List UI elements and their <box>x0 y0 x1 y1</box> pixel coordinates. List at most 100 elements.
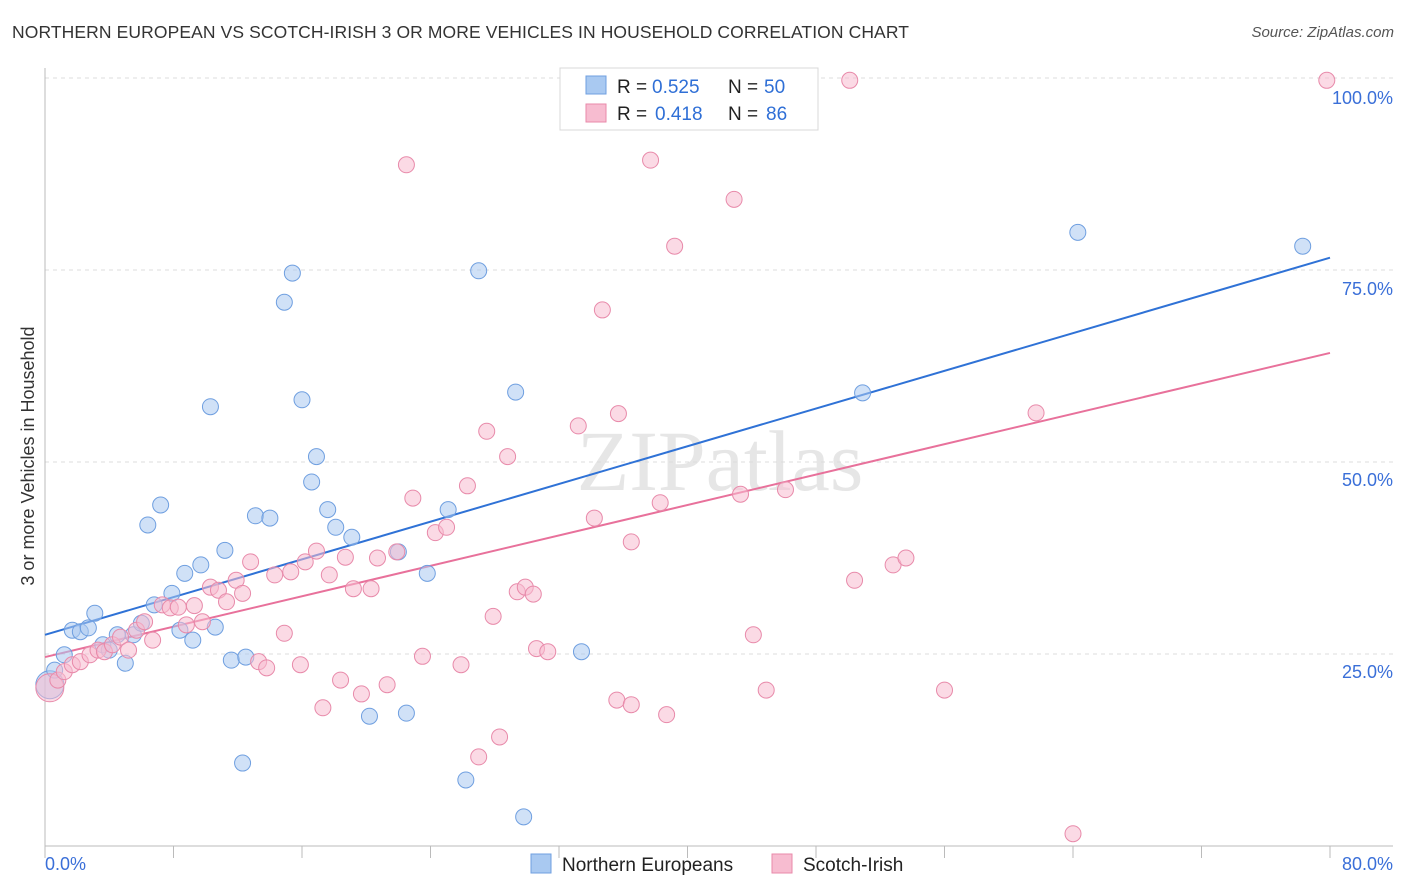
y-tick-label-50: 50.0% <box>1342 470 1393 490</box>
point-scotch-irish <box>608 691 626 709</box>
point-northern-european <box>470 262 488 280</box>
legend-n-label: N = <box>728 104 758 125</box>
point-scotch-irish <box>291 656 309 674</box>
point-scotch-irish <box>404 489 422 507</box>
legend-swatch-scotch-irish <box>771 853 793 874</box>
point-scotch-irish <box>368 549 386 567</box>
point-scotch-irish <box>776 481 794 499</box>
point-scotch-irish <box>397 156 415 174</box>
point-scotch-irish <box>1064 825 1082 843</box>
point-northern-european <box>222 651 240 669</box>
point-scotch-irish <box>266 566 284 584</box>
point-northern-european <box>343 528 361 546</box>
point-northern-european <box>303 473 321 491</box>
point-northern-european <box>283 264 301 282</box>
point-scotch-irish <box>275 624 293 642</box>
point-scotch-irish <box>470 748 488 766</box>
bottom-legend: Northern Europeans Scotch-Irish <box>530 853 903 876</box>
y-tick-label-25: 25.0% <box>1342 662 1393 682</box>
point-scotch-irish <box>388 543 406 561</box>
point-northern-european <box>139 516 157 534</box>
legend-n-label: N = <box>728 77 758 98</box>
point-scotch-irish <box>332 671 350 689</box>
point-northern-european <box>293 391 311 409</box>
point-scotch-irish <box>732 485 750 503</box>
x-tick-label-0: 0.0% <box>45 854 86 874</box>
point-scotch-irish <box>1027 404 1045 422</box>
point-scotch-irish <box>296 553 314 571</box>
point-northern-european <box>319 501 337 519</box>
legend-label-northern-europeans: Northern Europeans <box>562 855 733 876</box>
point-scotch-irish <box>841 71 859 89</box>
point-scotch-irish <box>336 548 354 566</box>
point-scotch-irish <box>320 566 338 584</box>
point-scotch-irish <box>120 641 138 659</box>
legend-r-value-pink: 0.418 <box>655 104 703 125</box>
x-tick-label-80: 80.0% <box>1342 854 1393 874</box>
legend-label-scotch-irish: Scotch-Irish <box>803 855 903 876</box>
point-northern-european <box>439 501 457 519</box>
point-scotch-irish <box>622 533 640 551</box>
trendline-northern-european <box>44 256 1331 636</box>
top-legend: R = 0.525 N = 50 R = 0.418 N = 86 <box>559 67 819 131</box>
chart-title: NORTHERN EUROPEAN VS SCOTCH-IRISH 3 OR M… <box>12 22 910 42</box>
point-scotch-irish <box>593 301 611 319</box>
point-scotch-irish <box>897 549 915 567</box>
point-scotch-irish <box>438 518 456 536</box>
point-scotch-irish <box>622 696 640 714</box>
point-northern-european <box>507 383 525 401</box>
point-scotch-irish <box>846 571 864 589</box>
legend-swatch-pink <box>585 103 607 123</box>
legend-r-label: R = <box>617 104 647 125</box>
point-scotch-irish <box>651 494 669 512</box>
point-scotch-irish <box>666 237 684 255</box>
point-scotch-irish <box>307 542 325 560</box>
point-northern-european <box>176 564 194 582</box>
legend-n-value-blue: 50 <box>764 77 785 98</box>
point-northern-european <box>515 808 533 826</box>
point-northern-european <box>261 509 279 527</box>
point-scotch-irish <box>725 190 743 208</box>
point-northern-european <box>86 604 104 622</box>
point-northern-european <box>201 398 219 416</box>
point-scotch-irish <box>177 616 195 634</box>
point-scotch-irish <box>936 681 953 699</box>
point-northern-european <box>854 384 872 402</box>
point-northern-european <box>418 564 436 582</box>
y-tick-label-75: 75.0% <box>1342 279 1393 299</box>
source-label: Source: ZipAtlas.com <box>1251 24 1394 41</box>
point-scotch-irish <box>282 563 300 581</box>
point-scotch-irish <box>344 580 362 598</box>
point-scotch-irish <box>209 581 227 599</box>
point-northern-european <box>397 704 415 722</box>
legend-r-value-blue: 0.525 <box>652 77 700 98</box>
point-northern-european <box>79 619 97 637</box>
legend-r-label: R = <box>617 77 647 98</box>
point-scotch-irish <box>484 607 502 625</box>
point-northern-european <box>1069 223 1087 241</box>
point-scotch-irish <box>136 613 154 631</box>
point-scotch-irish <box>499 448 517 466</box>
point-northern-european <box>234 754 252 772</box>
point-scotch-irish <box>169 598 187 616</box>
point-scotch-irish <box>458 477 476 495</box>
point-scotch-irish <box>524 585 542 603</box>
trendline-scotch-irish <box>44 351 1331 659</box>
point-scotch-irish <box>352 685 370 703</box>
point-northern-european <box>457 771 475 789</box>
point-scotch-irish <box>185 597 203 615</box>
point-scotch-irish <box>757 681 775 699</box>
point-northern-european <box>184 631 202 649</box>
point-scotch-irish <box>144 631 162 649</box>
point-scotch-irish <box>491 728 509 746</box>
point-scotch-irish <box>744 626 762 644</box>
point-northern-european <box>1294 237 1312 255</box>
point-scotch-irish <box>242 553 260 571</box>
point-scotch-irish <box>413 647 431 665</box>
point-northern-european <box>216 541 234 559</box>
y-tick-label-100: 100.0% <box>1332 88 1393 108</box>
point-scotch-irish <box>111 628 129 646</box>
point-scotch-irish <box>569 417 587 435</box>
